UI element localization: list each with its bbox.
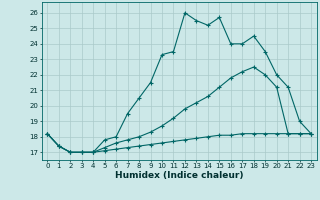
X-axis label: Humidex (Indice chaleur): Humidex (Indice chaleur) bbox=[115, 171, 244, 180]
